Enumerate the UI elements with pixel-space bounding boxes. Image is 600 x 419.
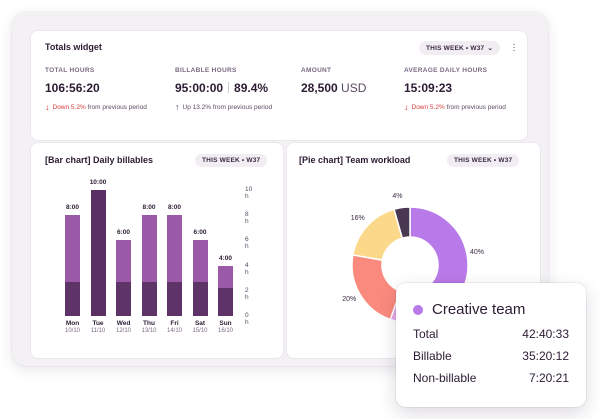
- bar-day-label: Tue: [92, 320, 104, 327]
- stat-label: TOTAL HOURS: [45, 67, 95, 74]
- tooltip-label: Total: [413, 327, 439, 341]
- bar-segment-billable[interactable]: [65, 215, 80, 282]
- bar-chart-period[interactable]: THIS WEEK • W37: [195, 154, 268, 167]
- tooltip-value: 7:20:21: [528, 371, 569, 385]
- kebab-icon[interactable]: · · ·: [512, 39, 516, 56]
- amount-unit: USD: [341, 81, 367, 95]
- bar-segment-billable[interactable]: [218, 265, 233, 289]
- bar-segment-nonbillable[interactable]: [167, 281, 182, 316]
- bar-day-label: Wed: [116, 320, 131, 327]
- tooltip-label: Non-billable: [413, 371, 477, 385]
- trend-text: from previous period: [446, 104, 506, 111]
- pie-tooltip: Creative team Total 42:40:33 Billable 35…: [396, 283, 586, 407]
- y-tick-label: 10 h: [245, 186, 253, 200]
- bar-segment-nonbillable[interactable]: [90, 190, 106, 316]
- divider: [228, 82, 230, 93]
- tooltip-title: Creative team: [432, 301, 526, 318]
- stat-trend: ↓ Down 5.2% from previous period: [45, 102, 147, 112]
- trend-percent: Down 5.2%: [52, 104, 86, 111]
- y-tick-label: 8 h: [245, 211, 249, 226]
- pie-percent-label: 20%: [342, 295, 357, 303]
- stat-billable-hours: BILLABLE HOURS 95:00:00 89.4% ↑ Up 13.2% f…: [175, 67, 272, 112]
- stat-label: BILLABLE HOURS: [175, 67, 237, 74]
- stat-amount: AMOUNT 28,500 USD: [301, 67, 366, 95]
- bar-date-label: 12/10: [115, 328, 131, 334]
- trend-percent: Up 13.2%: [182, 104, 212, 111]
- bar-day-label: Fri: [170, 320, 179, 327]
- bar-day-label: Thu: [143, 320, 155, 327]
- bar-segment-billable[interactable]: [192, 240, 208, 282]
- tooltip-row-total: Total 42:40:33: [413, 327, 569, 341]
- bar-chart-title: [Bar chart] Daily billables: [45, 155, 154, 165]
- bar-date-label: 16/10: [217, 328, 233, 334]
- billable-hours-value: 95:00:00: [175, 81, 224, 95]
- bar-segment-nonbillable[interactable]: [218, 288, 233, 316]
- bar-day-label: Sun: [219, 320, 232, 327]
- stat-value: 95:00:00 89.4%: [175, 81, 272, 95]
- pie-percent-label: 4%: [392, 192, 403, 200]
- tooltip-row-non-billable: Non-billable 7:20:21: [413, 371, 569, 385]
- bar-value-label: 6:00: [193, 229, 207, 237]
- bar-date-label: 10/10: [64, 328, 80, 334]
- bar-value-label: 8:00: [65, 204, 79, 212]
- bar-segment-nonbillable[interactable]: [65, 281, 80, 316]
- bar-date-label: 13/10: [141, 328, 157, 334]
- stat-trend: ↓ Down 5.2% from previous period: [404, 102, 506, 112]
- y-tick-label: 6 h: [245, 236, 249, 251]
- bar-value-label: 8:00: [142, 204, 156, 212]
- y-tick-label: 4 h: [245, 261, 249, 276]
- pie-chart-title: [Pie chart] Team workload: [299, 155, 411, 165]
- totals-widget: Totals widget THIS WEEK • W37 ⌄ · · · TOTAL…: [30, 30, 528, 141]
- amount-value: 28,500: [301, 81, 338, 95]
- bar-value-label: 8:00: [167, 204, 181, 212]
- bar-value-label: 10:00: [89, 179, 107, 186]
- bar-date-label: 11/10: [90, 328, 106, 334]
- stat-value: 28,500 USD: [301, 81, 366, 95]
- bar-segment-billable[interactable]: [116, 240, 131, 282]
- legend-dot-icon: [413, 305, 423, 315]
- tooltip-value: 42:40:33: [522, 327, 569, 341]
- chevron-down-icon: ⌄: [487, 45, 494, 52]
- trend-text: from previous period: [87, 104, 147, 111]
- billable-percent-value: 89.4%: [234, 81, 269, 95]
- y-tick-label: 2 h: [245, 286, 249, 301]
- totals-period-dropdown[interactable]: THIS WEEK • W37 ⌄: [419, 41, 501, 55]
- arrow-down-icon: ↓: [45, 102, 50, 112]
- bar-chart-card: [Bar chart] Daily billables THIS WEEK • …: [30, 142, 284, 359]
- tooltip-value: 35:20:12: [522, 349, 569, 363]
- bar-date-label: 15/10: [192, 328, 208, 334]
- pie-chart-period[interactable]: THIS WEEK • W37: [447, 154, 520, 167]
- bar-value-label: 4:00: [218, 254, 232, 262]
- bar-segment-nonbillable[interactable]: [141, 281, 157, 316]
- stat-value: 106:56:20: [45, 81, 100, 95]
- pie-percent-label: 16%: [350, 214, 365, 222]
- bar-day-label: Mon: [65, 320, 80, 327]
- arrow-up-icon: ↑: [175, 102, 180, 112]
- pie-slice-e[interactable]: [393, 206, 411, 240]
- totals-period-label: THIS WEEK • W37: [426, 45, 485, 52]
- tooltip-label: Billable: [413, 349, 452, 363]
- trend-text: from previous period: [212, 104, 273, 111]
- totals-title: Totals widget: [45, 42, 102, 52]
- stat-average-daily-hours: AVERAGE DAILY HOURS 15:09:23 ↓ Down 5.2% …: [404, 67, 506, 112]
- arrow-down-icon: ↓: [404, 102, 409, 112]
- bar-segment-billable[interactable]: [141, 215, 157, 282]
- pie-slice-c[interactable]: [351, 254, 402, 321]
- bar-segment-nonbillable[interactable]: [116, 281, 131, 316]
- y-tick-label: 0 h: [245, 312, 249, 326]
- bar-segment-billable[interactable]: [167, 215, 182, 282]
- bar-segment-nonbillable[interactable]: [192, 281, 208, 316]
- stat-label: AMOUNT: [301, 67, 332, 74]
- pie-percent-label: 40%: [469, 249, 484, 257]
- bar-day-label: Sat: [194, 320, 206, 327]
- stat-total-hours: TOTAL HOURS 106:56:20 ↓ Down 5.2% from pr…: [45, 67, 147, 112]
- bar-date-label: 14/10: [166, 328, 182, 334]
- stat-trend: ↑ Up 13.2% from previous period: [175, 102, 272, 112]
- trend-percent: Down 5.2%: [411, 104, 445, 111]
- tooltip-row-billable: Billable 35:20:12: [413, 349, 569, 363]
- stat-label: AVERAGE DAILY HOURS: [404, 67, 488, 74]
- stat-value: 15:09:23: [404, 81, 453, 95]
- bar-value-label: 6:00: [116, 229, 130, 237]
